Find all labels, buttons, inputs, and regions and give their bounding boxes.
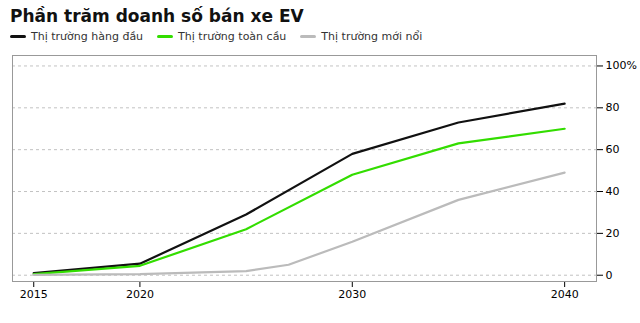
svg-text:60: 60	[606, 143, 620, 156]
svg-text:2015: 2015	[20, 288, 48, 301]
svg-text:100%: 100%	[606, 59, 637, 72]
svg-text:0: 0	[606, 269, 613, 282]
html-text:Thị trường mới nổi: Thị trường mới nổi	[321, 30, 423, 43]
svg-text:2040: 2040	[551, 288, 579, 301]
svg-text:2020: 2020	[126, 288, 154, 301]
svg-text:40: 40	[606, 185, 620, 198]
html-text:Thị trường toàn cầu: Thị trường toàn cầu	[178, 30, 287, 43]
svg-text:20: 20	[606, 227, 620, 240]
html-text:Thị trường hàng đầu: Thị trường hàng đầu	[31, 30, 144, 43]
svg-text:2030: 2030	[338, 288, 366, 301]
svg-text:80: 80	[606, 101, 620, 114]
html-text:Phần trăm doanh số bán xe EV: Phần trăm doanh số bán xe EV	[10, 6, 304, 26]
